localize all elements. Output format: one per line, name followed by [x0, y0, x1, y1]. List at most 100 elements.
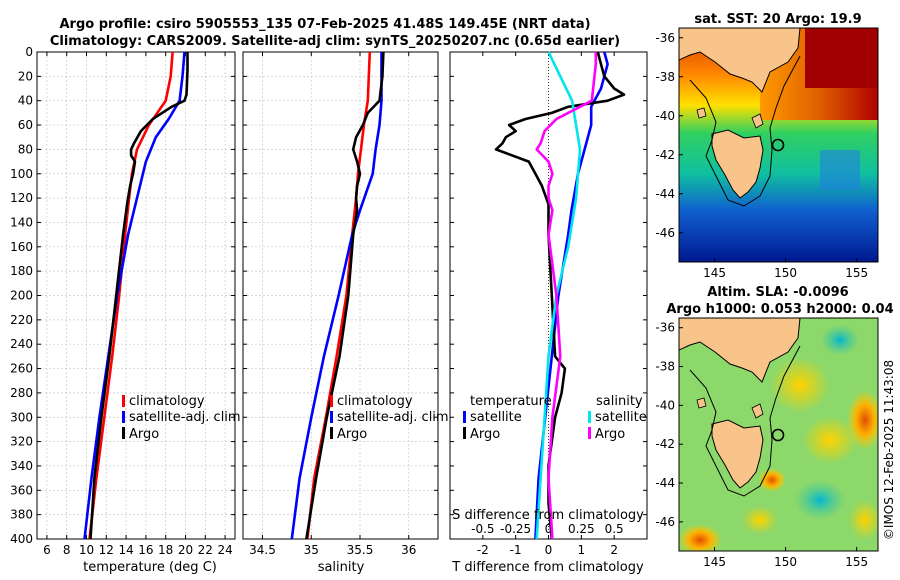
y-tick-label: -46 — [655, 515, 675, 529]
legend-swatch-satellite — [122, 411, 125, 423]
legend-title-temperature: temperature — [470, 394, 552, 409]
sst-eddy — [820, 150, 860, 190]
y-tick-label: 380 — [10, 508, 33, 522]
x-tick-label: 8 — [63, 543, 71, 557]
y-tick-label: 160 — [10, 240, 33, 254]
legend-swatch-argo — [122, 427, 125, 439]
y-tick-label: -42 — [655, 437, 675, 451]
argo-location-marker — [771, 428, 785, 442]
x2-tick-label: 0.25 — [568, 522, 595, 536]
x-tick-label: -1 — [510, 543, 522, 557]
legend-label: climatology — [337, 394, 413, 409]
y-tick-label: -38 — [655, 70, 675, 84]
y-tick-label: 400 — [10, 532, 33, 546]
y-tick-label: 240 — [10, 337, 33, 351]
y-tick-label: 300 — [10, 410, 33, 424]
y-tick-label: 360 — [10, 483, 33, 497]
legend-swatch-s-argo — [588, 427, 591, 439]
x2-tick-label: 0 — [545, 522, 553, 536]
x-tick-label: 155 — [845, 266, 868, 280]
series-line-s-satellite — [535, 51, 582, 540]
legend-label: satellite-adj. clim — [129, 410, 241, 425]
mainland-australia — [679, 318, 801, 383]
tasmania — [711, 129, 764, 199]
x-tick-label: 12 — [99, 543, 114, 557]
temperature-panel: 0 20 40 60 80 100 120 140 160 180 200 220 240 260 280 3… — [10, 45, 236, 557]
legend-swatch-satellite — [330, 411, 333, 423]
shelf-contour — [689, 55, 801, 207]
x-tick-label: 35 — [304, 543, 319, 557]
x2-tick-label: 0.5 — [605, 522, 624, 536]
legend-swatch-argo — [330, 427, 333, 439]
y-tick-label: -36 — [655, 321, 675, 335]
king-island — [696, 107, 707, 119]
series-line-t-satellite — [534, 51, 609, 540]
imos-timestamp: ©IMOS 12-Feb-2025 11:43:08 — [882, 360, 896, 540]
y-tick-label: 340 — [10, 459, 33, 473]
x-tick-label: 22 — [198, 543, 213, 557]
figure-title-line1: Argo profile: csiro 5905553_135 07-Feb-2… — [59, 17, 590, 32]
y-tick-label: -38 — [655, 360, 675, 374]
sla-map — [679, 318, 878, 551]
salinity-xlabel: salinity — [318, 560, 365, 575]
series-line-argo — [305, 51, 385, 540]
y-tick-label: -36 — [655, 31, 675, 45]
salinity-panel: 34.5 35 35.5 36 — [242, 51, 439, 557]
x-tick-label: 34.5 — [249, 543, 276, 557]
y-tick-label: -42 — [655, 148, 675, 162]
x-tick-label: 36 — [401, 543, 416, 557]
sst-map-frame — [678, 27, 879, 263]
x-tick-label: 1 — [578, 543, 586, 557]
y-tick-label: 260 — [10, 362, 33, 376]
flinders-island — [751, 113, 764, 129]
y-tick-label: 0 — [25, 45, 33, 59]
difference-legend: temperature salinity satellite Argo sate… — [463, 394, 647, 442]
king-island — [696, 397, 707, 409]
difference-xlabel-salinity: S difference from climatology — [452, 508, 644, 523]
x2-tick-label: -0.5 — [471, 522, 494, 536]
series-line-s-argo — [535, 52, 598, 540]
tasmania — [711, 419, 764, 489]
sla-blob — [679, 524, 722, 551]
legend-swatch-climatology — [330, 395, 333, 407]
sla-blob — [770, 357, 830, 413]
figure-title-line2: Climatology: CARS2009. Satellite-adj cli… — [50, 34, 620, 49]
y-tick-label: 80 — [18, 142, 33, 156]
x2-tick-label: -0.25 — [500, 522, 531, 536]
legend-swatch-climatology — [122, 395, 125, 407]
x-tick-label: 150 — [774, 555, 797, 569]
series-line-t-argo — [494, 51, 626, 540]
y-tick-label: 140 — [10, 215, 33, 229]
y-tick-label: 180 — [10, 264, 33, 278]
x-tick-label: 24 — [217, 543, 232, 557]
x-tick-label: 16 — [138, 543, 153, 557]
flinders-island — [751, 403, 764, 419]
x-tick-label: 0 — [545, 543, 553, 557]
x-tick-label: 145 — [703, 266, 726, 280]
x-tick-label: 155 — [845, 555, 868, 569]
y-tick-label: 60 — [18, 118, 33, 132]
sla-map-title: Altim. SLA: -0.0096 — [707, 285, 848, 300]
y-tick-label: 120 — [10, 191, 33, 205]
legend-label: Argo — [129, 427, 159, 442]
x-tick-label: 6 — [43, 543, 51, 557]
sla-map-frame — [678, 317, 879, 552]
salinity-legend: climatology satellite-adj. clim Argo — [330, 394, 449, 442]
y-tick-label: 100 — [10, 167, 33, 181]
mainland-australia — [679, 28, 801, 93]
y-tick-label: 40 — [18, 94, 33, 108]
temperature-xlabel: temperature (deg C) — [83, 560, 217, 575]
argo-location-marker — [771, 138, 785, 152]
series-line-argo — [89, 52, 189, 540]
y-tick-label: -44 — [655, 187, 675, 201]
sla-blob — [758, 468, 786, 492]
x-tick-label: -2 — [477, 543, 489, 557]
sla-map-ticks: 145 150 155 -36 -38 -40 -42 -44 -46 — [655, 321, 868, 569]
sla-blob — [820, 324, 860, 356]
y-tick-label: 320 — [10, 435, 33, 449]
x-tick-label: 14 — [118, 543, 133, 557]
legend-label: satellite — [595, 410, 647, 425]
legend-swatch-t-satellite — [463, 411, 466, 423]
sla-blob — [802, 416, 858, 464]
